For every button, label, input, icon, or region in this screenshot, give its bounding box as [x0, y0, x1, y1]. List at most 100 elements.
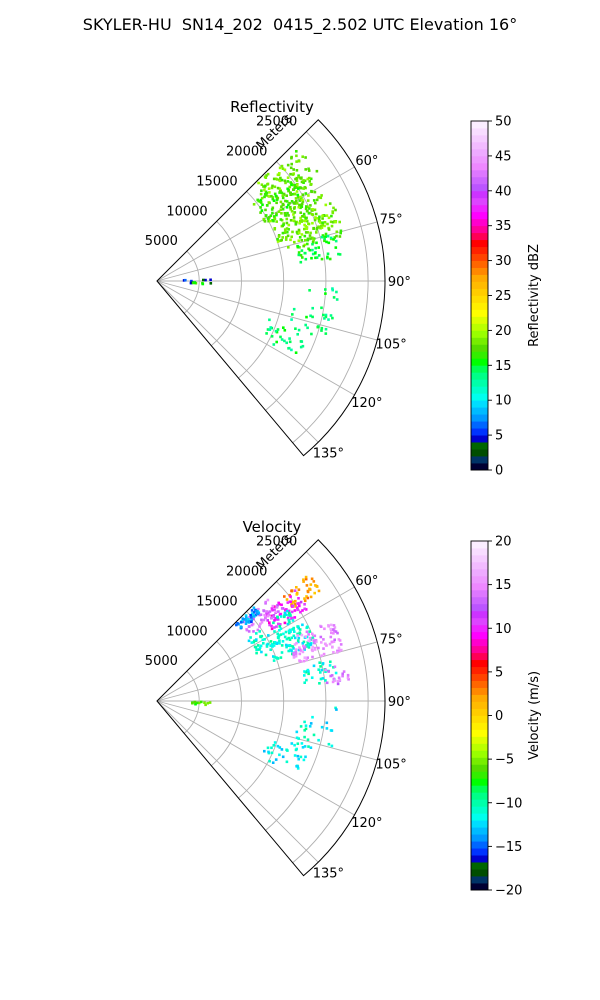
echo-gate	[320, 641, 323, 644]
echo-gate	[316, 325, 320, 328]
echo-gate	[317, 226, 321, 229]
echo-gate	[247, 617, 250, 621]
echo-gate	[310, 332, 313, 336]
echo-gate	[267, 613, 271, 616]
echo-gate	[320, 725, 324, 729]
echo-gate	[275, 340, 278, 344]
echo-gate	[266, 598, 270, 602]
echo-gate	[298, 646, 301, 649]
echo-gate	[280, 748, 284, 751]
range-tick-label: 10000	[166, 204, 207, 219]
echo-gate	[278, 629, 281, 632]
echo-gate	[262, 618, 266, 622]
echo-gate	[285, 760, 289, 764]
echo-gate	[284, 214, 287, 217]
echo-gate	[277, 610, 280, 613]
echo-gate	[291, 604, 295, 608]
echo-gate	[296, 193, 300, 197]
echo-gate	[320, 226, 324, 229]
echo-gate	[318, 215, 321, 219]
echo-gate	[270, 751, 274, 755]
echo-gate	[313, 252, 317, 255]
echo-gate	[330, 631, 333, 635]
echo-gate	[310, 577, 314, 581]
colorbar-swatch	[471, 806, 488, 814]
range-tick-label: 25000	[256, 535, 297, 550]
echo-gate	[283, 611, 287, 615]
echo-gate	[311, 636, 315, 640]
echo-gate	[315, 585, 319, 588]
range-tick-label: 20000	[226, 565, 267, 580]
echo-gate	[300, 202, 304, 206]
echo-gate	[269, 640, 273, 643]
echo-gate	[297, 588, 301, 591]
echo-gate	[209, 278, 212, 282]
echo-gate	[287, 609, 291, 613]
echo-gate	[303, 179, 307, 183]
echo-gate	[304, 207, 308, 211]
echo-gate	[309, 237, 312, 240]
echo-gate	[278, 642, 281, 645]
echo-gate	[259, 201, 263, 204]
echo-gate	[296, 333, 299, 336]
echo-gate	[313, 591, 316, 595]
colorbar-swatch	[471, 260, 488, 268]
echo-gate	[324, 232, 328, 236]
echo-gate	[285, 748, 288, 752]
echo-gate	[297, 187, 300, 190]
echo-gate	[296, 634, 300, 637]
echo-gate	[299, 186, 303, 190]
azimuth-tick-label: 105°	[375, 338, 406, 353]
echo-gate	[283, 339, 286, 343]
echo-gate	[255, 638, 258, 641]
echo-gate	[335, 290, 338, 294]
echo-gate	[271, 184, 274, 188]
echo-gate	[275, 610, 278, 614]
echo-gate	[334, 208, 337, 212]
echo-gate	[324, 679, 327, 682]
echo-gate	[308, 725, 312, 728]
echo-gate	[339, 643, 343, 646]
echo-gate	[190, 279, 193, 283]
echo-gate	[304, 575, 308, 579]
echo-gate	[281, 236, 284, 239]
echo-gate	[304, 577, 308, 581]
echo-gate	[334, 630, 338, 633]
echo-gate	[293, 754, 297, 757]
echo-gate	[286, 176, 290, 179]
echo-gate	[256, 628, 260, 632]
echo-gate	[260, 183, 264, 186]
echo-gate	[278, 613, 282, 616]
echo-gate	[313, 641, 316, 645]
echo-gate	[297, 602, 301, 605]
echo-gate	[320, 654, 323, 657]
echo-gate	[200, 700, 203, 704]
echo-gate	[329, 236, 333, 240]
echo-gate	[261, 638, 265, 642]
echo-gate	[300, 220, 303, 223]
echo-gate	[320, 668, 323, 672]
echo-gate	[286, 180, 290, 183]
colorbar-swatch	[471, 715, 488, 723]
echo-gate	[266, 614, 270, 618]
echo-gate	[335, 234, 338, 238]
echo-gate	[303, 219, 307, 223]
echo-gate	[307, 745, 310, 748]
echo-gate	[279, 623, 282, 626]
colorbar-tick-label: 35	[495, 219, 512, 234]
echo-gate	[288, 638, 292, 641]
echo-gate	[250, 612, 254, 615]
echo-gate	[314, 201, 317, 205]
echo-gate	[258, 630, 261, 633]
echo-gate	[274, 194, 278, 198]
echo-gate	[303, 251, 307, 255]
range-tick-label: 25000	[256, 115, 297, 130]
echo-gate	[285, 637, 289, 641]
echo-gate	[321, 223, 324, 227]
colorbar-swatch	[471, 288, 488, 296]
echo-gate	[268, 328, 272, 331]
echo-gate	[315, 169, 319, 173]
echo-gate	[262, 217, 266, 221]
colorbar-swatch	[471, 848, 488, 856]
echo-gate	[191, 701, 194, 705]
